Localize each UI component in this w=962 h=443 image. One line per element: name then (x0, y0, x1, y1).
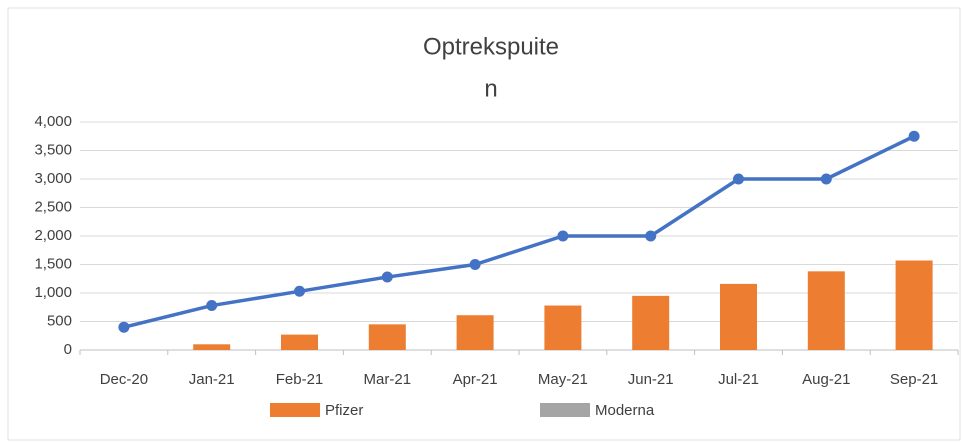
x-tick-label: Feb-21 (276, 371, 324, 388)
bar (632, 295, 670, 350)
y-tick-label: 500 (47, 312, 72, 329)
line (123, 134, 915, 329)
legend-label: Moderna (595, 402, 655, 419)
chart-frame (7, 7, 961, 441)
bar (193, 344, 231, 350)
line-marker (733, 173, 744, 185)
bar (544, 305, 582, 350)
line-marker (557, 230, 569, 242)
x-tick-label: May-21 (538, 371, 588, 388)
x-tick-label: Sep-21 (890, 371, 938, 388)
line-marker (206, 300, 218, 312)
x-tick-label: Apr-21 (453, 371, 498, 388)
line-marker (294, 285, 305, 297)
bar (807, 271, 845, 350)
x-tick-label: Jan-21 (189, 371, 235, 388)
line-marker (908, 130, 920, 142)
y-tick-label: 3,000 (34, 170, 72, 187)
bar (895, 260, 933, 350)
bar (281, 334, 318, 350)
line-marker (645, 230, 657, 242)
bar (720, 283, 757, 350)
legend-label: Pfizer (325, 402, 363, 419)
y-tick-label: 3,500 (34, 141, 72, 158)
x-tick-label: Mar-21 (364, 371, 412, 388)
bar (368, 324, 406, 350)
y-tick-label: 1,000 (34, 284, 72, 301)
x-tick-label: Dec-20 (100, 371, 148, 388)
legend-swatch (270, 403, 320, 417)
x-tick-label: Jul-21 (718, 371, 759, 388)
chart-title: n (484, 75, 497, 102)
chart-title: Optrekspuite (423, 33, 559, 60)
y-tick-label: 2,500 (34, 198, 72, 215)
x-tick-label: Aug-21 (802, 371, 850, 388)
y-tick-label: 4,000 (34, 113, 72, 130)
y-tick-label: 1,500 (34, 255, 72, 272)
y-tick-label: 0 (64, 341, 72, 358)
x-tick-label: Jun-21 (628, 371, 674, 388)
line-marker (381, 271, 393, 283)
legend-swatch (540, 403, 590, 417)
bar (456, 315, 494, 350)
y-tick-label: 2,000 (34, 227, 72, 244)
line-marker (820, 173, 832, 185)
line-marker (469, 259, 481, 270)
line-marker (118, 321, 130, 333)
